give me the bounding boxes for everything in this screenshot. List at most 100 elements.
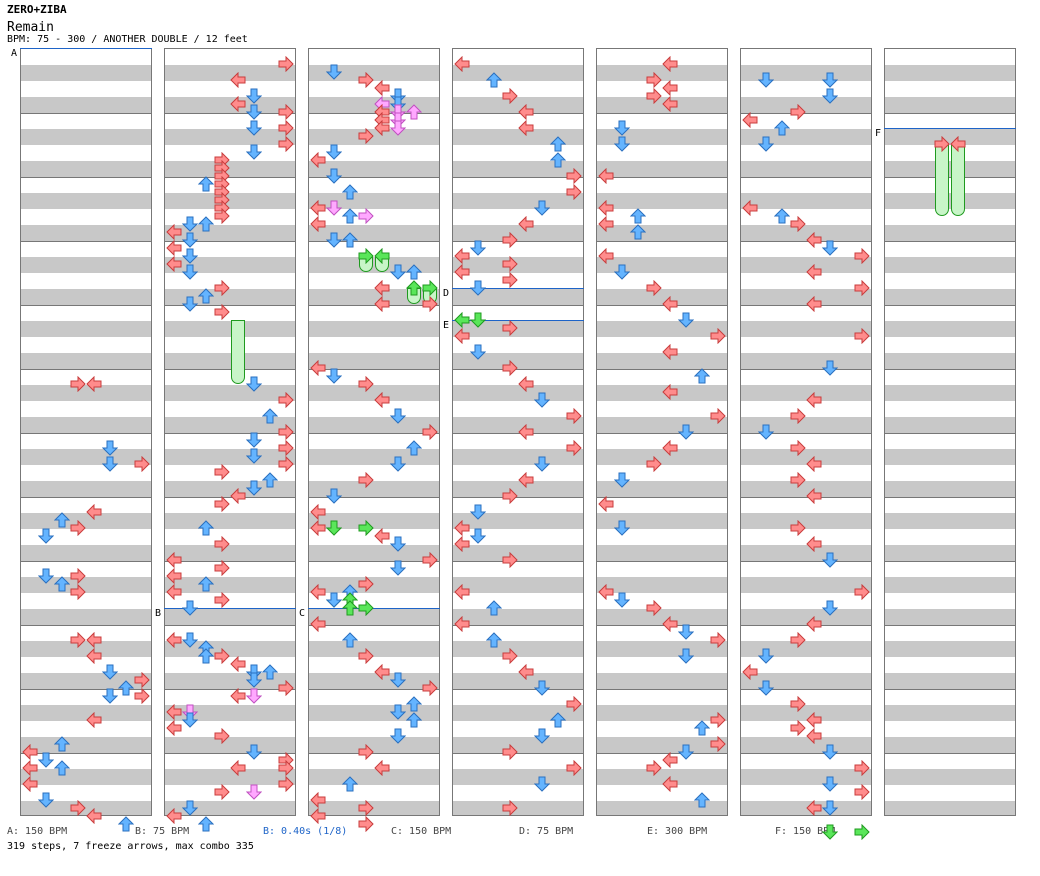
step-arrow-down-icon <box>533 456 551 472</box>
freeze-head-up-icon <box>341 600 359 616</box>
step-arrow-left-icon <box>86 375 102 393</box>
step-arrow-up-icon <box>53 576 71 592</box>
step-arrow-right-icon <box>358 815 374 833</box>
step-arrow-right-icon <box>214 727 230 745</box>
step-arrow-left-icon <box>166 583 182 601</box>
step-arrow-right-icon <box>502 231 518 249</box>
step-arrow-right-icon <box>710 631 726 649</box>
step-arrow-down-icon <box>533 680 551 696</box>
step-arrow-down-icon <box>245 448 263 464</box>
step-arrow-right-icon <box>502 551 518 569</box>
step-arrow-down-icon <box>245 480 263 496</box>
bpm-change-line <box>20 48 152 49</box>
step-arrow-right-icon <box>214 591 230 609</box>
bpm-marker-a: A <box>11 48 18 59</box>
step-arrow-down-icon <box>245 744 263 760</box>
step-arrow-right-icon <box>278 135 294 153</box>
measure-line <box>885 241 1015 242</box>
step-arrow-up-icon <box>549 136 567 152</box>
step-arrow-down-icon <box>613 264 631 280</box>
step-arrow-down-icon <box>677 312 695 328</box>
step-arrow-right-icon <box>790 695 806 713</box>
legend-bpm-e: E: 300 BPM <box>647 826 708 837</box>
step-arrow-left-icon <box>310 359 326 377</box>
step-arrow-left-icon <box>742 199 758 217</box>
step-arrow-right-icon <box>854 583 870 601</box>
step-arrow-left-icon <box>454 327 470 345</box>
song-title: Remain <box>7 20 54 35</box>
step-arrow-down-icon <box>821 744 839 760</box>
step-arrow-up-icon <box>405 440 423 456</box>
step-arrow-down-icon <box>757 72 775 88</box>
step-arrow-right-icon <box>134 671 150 689</box>
freeze-head-right-icon <box>358 599 374 617</box>
step-arrow-left-icon <box>662 79 678 97</box>
step-arrow-right-icon <box>790 103 806 121</box>
step-arrow-up-icon <box>53 736 71 752</box>
step-arrow-right-icon <box>214 463 230 481</box>
step-arrow-right-icon <box>278 55 294 73</box>
step-arrow-down-icon <box>181 296 199 312</box>
step-arrow-right-icon <box>566 695 582 713</box>
step-arrow-right-icon <box>70 799 86 817</box>
step-arrow-left-icon <box>598 495 614 513</box>
step-arrow-right-icon <box>358 375 374 393</box>
legend-bpm-d: D: 75 BPM <box>519 826 574 837</box>
artist-name: ZERO+ZIBA <box>7 3 67 16</box>
step-arrow-right-icon <box>70 631 86 649</box>
step-arrow-down-icon <box>325 592 343 608</box>
step-arrow-left-icon <box>310 807 326 825</box>
step-arrow-right-icon <box>790 519 806 537</box>
step-arrow-right-icon <box>502 255 518 273</box>
step-arrow-right-icon <box>214 207 230 225</box>
step-arrow-down-icon <box>181 264 199 280</box>
freeze-head-down-icon <box>325 520 343 536</box>
step-arrow-left-icon <box>230 687 246 705</box>
freeze-head-left-icon <box>374 247 390 265</box>
step-arrow-left-icon <box>662 383 678 401</box>
step-arrow-right-icon <box>358 71 374 89</box>
step-arrow-down-icon <box>389 672 407 688</box>
step-arrow-down-icon <box>325 64 343 80</box>
measure-line <box>741 497 871 498</box>
step-arrow-left-icon <box>310 215 326 233</box>
freeze-head-up-icon <box>405 280 423 296</box>
bpm-change-line <box>452 320 584 321</box>
step-arrow-right-icon <box>854 783 870 801</box>
step-arrow-right-icon <box>214 303 230 321</box>
shock-arrow-down-icon <box>245 784 263 800</box>
step-arrow-down-icon <box>181 232 199 248</box>
step-arrow-up-icon <box>197 648 215 664</box>
step-arrow-left-icon <box>374 391 390 409</box>
step-arrow-right-icon <box>854 247 870 265</box>
step-arrow-left-icon <box>806 727 822 745</box>
step-arrow-left-icon <box>806 295 822 313</box>
measure-line <box>741 113 871 114</box>
step-arrow-up-icon <box>485 632 503 648</box>
step-arrow-down-icon <box>821 88 839 104</box>
measure-line <box>597 561 727 562</box>
measure-line <box>885 369 1015 370</box>
step-arrow-right-icon <box>502 743 518 761</box>
step-arrow-left-icon <box>374 527 390 545</box>
bpm-change-line <box>452 288 584 289</box>
step-arrow-left-icon <box>806 615 822 633</box>
step-arrow-right-icon <box>790 631 806 649</box>
step-arrow-left-icon <box>662 615 678 633</box>
step-arrow-down-icon <box>389 536 407 552</box>
step-arrow-down-icon <box>181 800 199 816</box>
step-arrow-left-icon <box>806 487 822 505</box>
measure-line <box>741 753 871 754</box>
step-arrow-down-icon <box>469 344 487 360</box>
step-arrow-right-icon <box>790 471 806 489</box>
step-arrow-down-icon <box>181 600 199 616</box>
step-arrow-left-icon <box>310 583 326 601</box>
step-arrow-down-icon <box>245 376 263 392</box>
step-arrow-left-icon <box>374 279 390 297</box>
step-arrow-down-icon <box>389 560 407 576</box>
step-arrow-left-icon <box>166 703 182 721</box>
step-arrow-right-icon <box>854 279 870 297</box>
step-arrow-up-icon <box>197 216 215 232</box>
step-arrow-right-icon <box>502 359 518 377</box>
step-arrow-right-icon <box>710 327 726 345</box>
